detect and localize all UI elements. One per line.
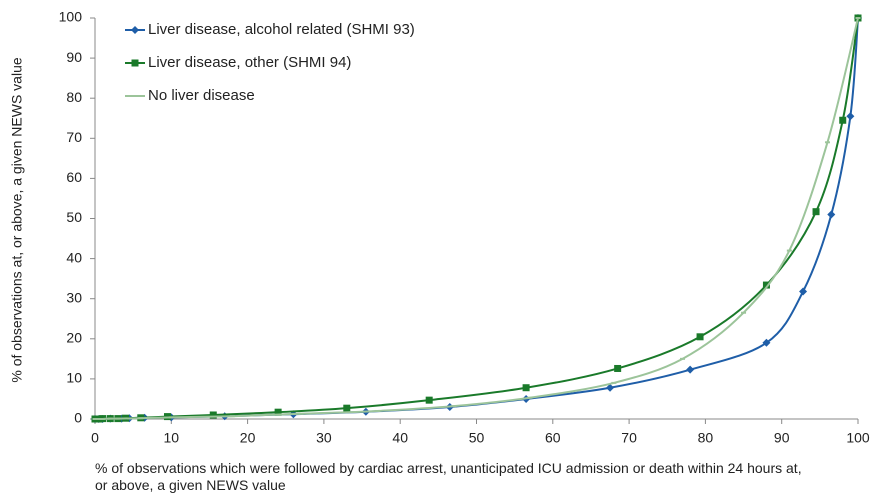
marker [107,417,113,420]
x-tick-label: 30 [316,430,332,446]
y-tick-label: 90 [66,49,82,65]
marker [274,408,282,416]
x-tick-label: 10 [164,430,180,446]
y-tick-label: 50 [66,209,82,225]
marker [762,281,770,289]
marker [614,364,622,372]
marker [696,333,704,341]
marker [374,409,380,412]
x-tick-label: 70 [621,430,637,446]
legend-label: Liver disease, alcohol related (SHMI 93) [148,21,415,38]
marker [168,416,174,419]
y-tick-label: 100 [59,9,83,25]
marker [115,417,121,420]
x-tick-label: 0 [91,430,99,446]
legend-label: Liver disease, other (SHMI 94) [148,54,352,71]
series-line [95,17,859,421]
marker [343,404,351,412]
marker [812,208,820,216]
y-tick-label: 10 [66,370,82,386]
marker [855,17,861,19]
x-tick-label: 90 [774,430,790,446]
marker [680,357,686,360]
marker [451,405,457,408]
marker [686,365,695,374]
series-line [94,17,859,421]
marker [827,210,836,219]
y-tick-label: 70 [66,129,82,145]
x-tick-label: 40 [392,430,408,446]
y-tick-label: 20 [66,330,82,346]
marker [229,415,235,418]
marker [527,396,533,399]
marker [839,116,847,124]
y-tick-label: 40 [66,249,82,265]
marker [824,141,830,144]
x-axis-title: % of observations which were followed by… [95,460,802,493]
marker [606,383,615,392]
marker [762,338,771,347]
legend-marker [132,95,138,97]
marker [611,381,617,384]
marker [92,418,98,420]
series-line [94,17,859,421]
x-tick-label: 60 [545,430,561,446]
y-tick-label: 60 [66,169,82,185]
marker [298,412,304,415]
marker [209,411,217,419]
x-tick-label: 50 [469,430,485,446]
marker [100,418,106,420]
y-tick-label: 80 [66,89,82,105]
legend-marker [131,26,139,34]
marker [522,384,530,392]
x-tick-label: 100 [846,430,870,446]
x-tick-label: 20 [240,430,256,446]
marker [425,396,433,404]
marker [786,249,792,252]
y-tick-label: 30 [66,289,82,305]
x-tick-label: 80 [698,430,714,446]
marker [846,112,855,121]
y-tick-label: 0 [74,410,82,426]
marker [741,311,747,314]
legend-marker [131,59,139,67]
y-axis-title: % of observations at, or above, a given … [9,57,25,382]
legend-label: No liver disease [148,87,255,104]
marker [138,417,144,420]
marker [799,287,808,296]
